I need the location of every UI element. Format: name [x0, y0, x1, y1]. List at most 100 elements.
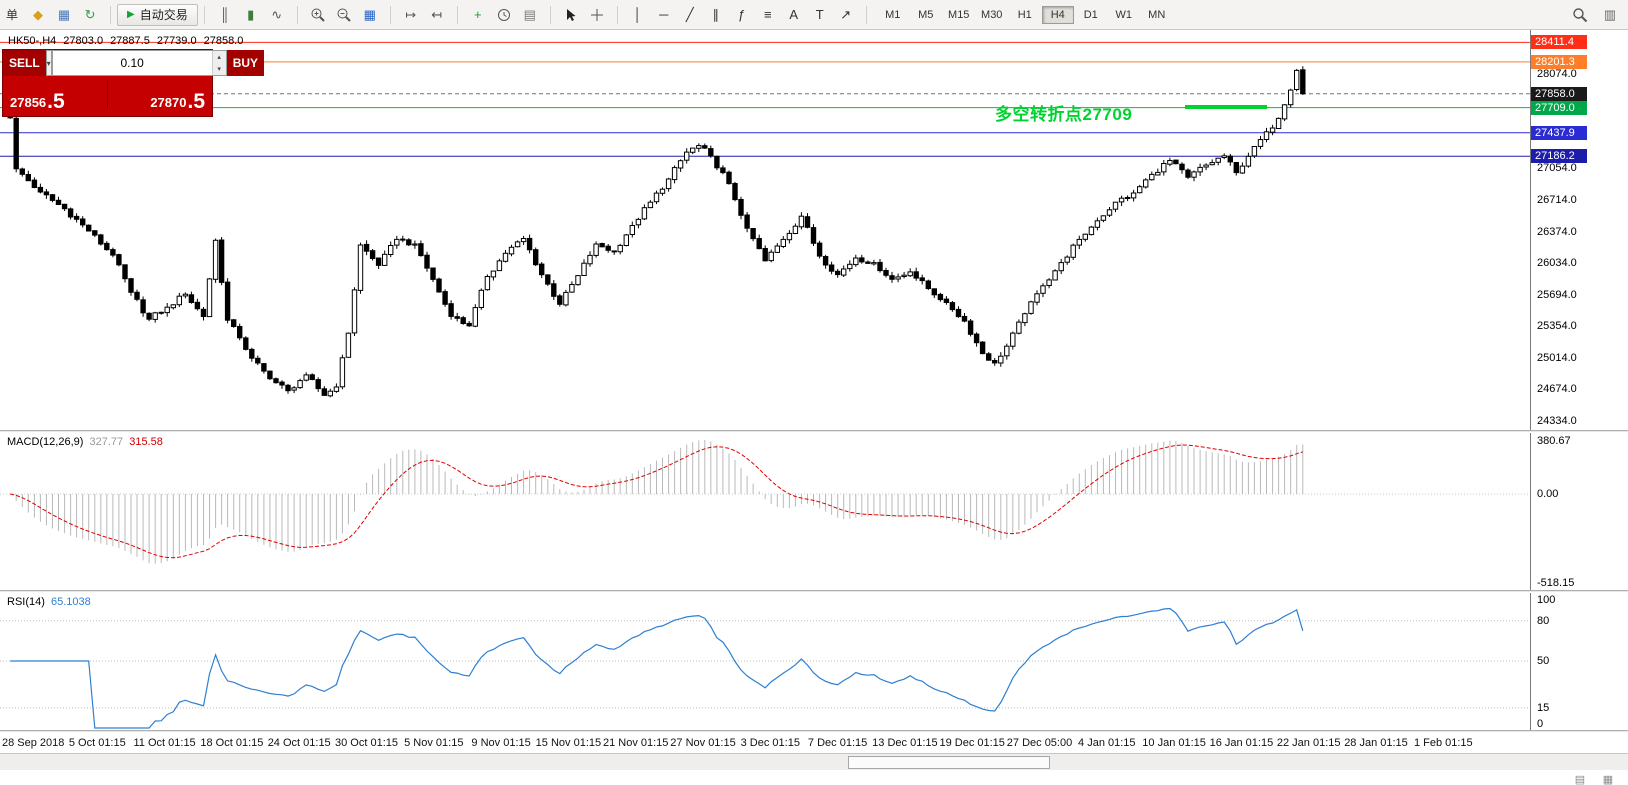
fibonacci-icon[interactable]: ƒ — [738, 7, 746, 22]
auto-scroll-icon[interactable]: ↦ — [405, 6, 417, 22]
ohlc-high: 27887.5 — [110, 35, 150, 47]
shapes-icon[interactable]: ≡ — [763, 7, 772, 22]
chart-type-group: ║ ▮ ∿ — [211, 3, 291, 27]
timeframe-h4[interactable]: H4 — [1041, 5, 1074, 24]
macd-signal-value: 315.58 — [129, 436, 163, 448]
horizontal-scrollbar[interactable] — [0, 753, 1628, 770]
candlestick-chart[interactable] — [0, 30, 1530, 430]
rsi-axis-label: 50 — [1537, 655, 1550, 667]
time-axis-label: 24 Oct 01:15 — [267, 737, 331, 749]
time-axis-label: 1 Feb 01:15 — [1413, 737, 1473, 749]
vertical-line-icon[interactable]: │ — [633, 7, 642, 22]
timeframe-w1[interactable]: W1 — [1115, 8, 1132, 21]
tile-windows-icon[interactable]: ▦ — [363, 6, 376, 22]
horizontal-line-icon[interactable]: ─ — [659, 7, 669, 22]
timeframe-m1[interactable]: M1 — [885, 8, 901, 21]
rsi-indicator[interactable] — [0, 593, 1530, 730]
chart-view-icon[interactable]: ▦ — [1602, 773, 1614, 785]
indicators-icon[interactable]: + — [473, 7, 482, 22]
new-order-icon[interactable]: ◆ — [33, 6, 44, 22]
templates-icon[interactable]: ▤ — [523, 6, 536, 22]
timeframe-m15[interactable]: M15 — [948, 8, 970, 21]
market-watch-icon[interactable]: ▦ — [57, 6, 71, 22]
rsi-axis-label: 15 — [1537, 701, 1550, 714]
timeframe-m5[interactable]: M5 — [918, 8, 934, 21]
zoom-in-icon[interactable] — [306, 3, 330, 27]
price-level-tag: 28411.4 — [1531, 35, 1587, 50]
price-tick: 28074.0 — [1537, 67, 1577, 80]
arrow-objects-icon[interactable]: ↗ — [840, 6, 852, 22]
zoom-group: ▦ — [304, 3, 384, 27]
sell-price[interactable]: 27856 .5 — [10, 91, 65, 112]
toolbar-separator — [389, 5, 391, 24]
buy-button[interactable]: BUY — [226, 50, 265, 76]
grid-view-icon[interactable]: ▤ — [1574, 773, 1586, 785]
time-axis-label: 27 Nov 01:15 — [670, 737, 736, 749]
buy-price-main: 27870 — [150, 94, 187, 110]
scrollbar-thumb[interactable] — [848, 756, 1050, 769]
macd-main-value: 327.77 — [89, 436, 124, 448]
pivot-annotation-text[interactable]: 多空转折点27709 — [995, 105, 1133, 124]
trendline-icon[interactable]: ╱ — [685, 6, 694, 22]
channel-icon[interactable]: ∥ — [712, 6, 719, 22]
periods-icon[interactable] — [492, 3, 516, 27]
search-icon[interactable] — [1568, 3, 1592, 27]
time-axis-label: 10 Jan 01:15 — [1142, 737, 1206, 749]
sell-button[interactable]: SELL — [3, 50, 46, 76]
macd-label: MACD(12,26,9) 327.77 315.58 — [7, 436, 163, 448]
ohlc-close: 27858.0 — [203, 35, 244, 47]
time-axis-label: 22 Jan 01:15 — [1276, 737, 1341, 749]
navigator-icon[interactable]: ↻ — [84, 6, 96, 22]
volume-up-button[interactable]: ▴ — [212, 51, 226, 63]
cursor-icon[interactable] — [559, 3, 583, 27]
timeframe-d1[interactable]: D1 — [1083, 8, 1098, 21]
line-chart-icon[interactable]: ∿ — [271, 6, 283, 22]
candlestick-chart-icon[interactable]: ▮ — [247, 6, 255, 22]
volume-input[interactable] — [52, 51, 212, 75]
volume-dropdown-button[interactable]: ▾ — [45, 50, 52, 76]
toolbar-separator — [865, 5, 867, 24]
panels-icon[interactable]: ▥ — [1603, 6, 1617, 22]
rsi-axis-label: 80 — [1537, 614, 1550, 627]
chart-shift-icon[interactable]: ↤ — [431, 6, 443, 22]
time-axis-label: 19 Dec 01:15 — [939, 737, 1005, 749]
panel-splitter[interactable] — [0, 430, 1628, 433]
chart-ohlc-header: HK50-,H4 27803.0 27887.5 27739.0 27858.0 — [8, 35, 243, 47]
zoom-out-icon[interactable] — [332, 3, 356, 27]
draw-group: │ ─ ╱ ∥ ƒ ≡ A T ↗ — [624, 3, 860, 27]
panel-splitter[interactable] — [0, 590, 1628, 593]
time-axis[interactable]: 28 Sep 2018 5 Oct 01:15 11 Oct 01:15 18 Oct… — [0, 733, 1530, 753]
ohlc-bars-icon[interactable]: ║ — [220, 7, 230, 22]
macd-axis-label: -518.15 — [1537, 577, 1575, 589]
panel-splitter[interactable] — [0, 730, 1628, 733]
time-axis-label: 27 Dec 05:00 — [1006, 737, 1073, 749]
price-axis[interactable]: 28074.0 27054.0 26714.0 26374.0 26034.0 25694… — [1530, 30, 1628, 733]
rsi-label: RSI(14) 65.1038 — [7, 596, 91, 608]
macd-name: MACD(12,26,9) — [7, 436, 84, 448]
time-axis-label: 9 Nov 01:15 — [471, 737, 531, 749]
autotrade-label: 自动交易 — [139, 8, 188, 22]
rsi-axis-label: 0 — [1537, 718, 1544, 730]
pivot-line-segment[interactable] — [1185, 105, 1267, 109]
order-menu-label[interactable]: 单 — [6, 8, 19, 22]
price-tick: 24334.0 — [1537, 415, 1577, 427]
timeframe-m30[interactable]: M30 — [981, 8, 1003, 21]
status-icons: ▤ ▦ — [1570, 771, 1618, 785]
sell-price-main: 27856 — [10, 94, 47, 110]
time-axis-label: 28 Jan 01:15 — [1344, 737, 1408, 749]
price-level-tag: 27709.0 — [1531, 100, 1587, 115]
autotrade-button[interactable]: ▶ 自动交易 — [117, 3, 198, 26]
timeframe-mn[interactable]: MN — [1148, 8, 1166, 21]
label-icon[interactable]: T — [815, 7, 824, 22]
volume-down-button[interactable]: ▾ — [212, 63, 226, 75]
buy-price[interactable]: 27870 .5 — [150, 91, 205, 112]
time-axis-label: 21 Nov 01:15 — [602, 737, 669, 749]
price-level-tag: 27186.2 — [1531, 149, 1587, 164]
text-icon[interactable]: A — [789, 7, 799, 22]
toolbar-right-icons: ▥ — [1568, 3, 1622, 27]
crosshair-icon[interactable] — [585, 3, 609, 27]
timeframe-h1[interactable]: H1 — [1017, 8, 1032, 21]
macd-indicator[interactable] — [0, 433, 1530, 590]
price-tick: 26034.0 — [1537, 257, 1577, 270]
